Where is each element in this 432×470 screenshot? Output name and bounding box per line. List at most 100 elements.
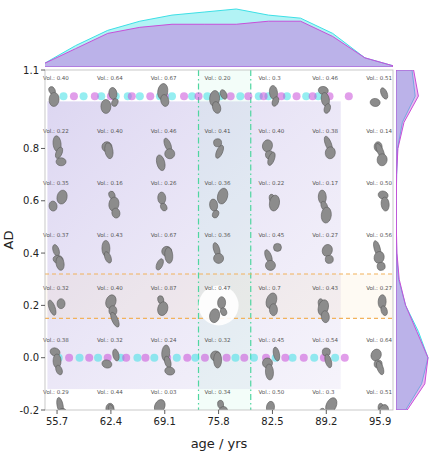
x-axis-title: age / yrs: [191, 436, 248, 451]
volume-label: Vol.: 0.44: [97, 389, 123, 395]
highlight: [199, 285, 239, 325]
point: [70, 92, 78, 100]
brain-render: [372, 240, 386, 271]
volume-label: Vol.: 0.43: [97, 232, 123, 238]
density-top: [45, 21, 393, 67]
brain-blob: [214, 144, 225, 159]
volume-label: Vol.: 0.3: [258, 75, 281, 81]
point: [180, 92, 188, 100]
point: [59, 92, 67, 100]
volume-label: Vol.: 0.45: [258, 232, 284, 238]
brain-blob: [54, 364, 63, 376]
brain-render: [378, 294, 389, 316]
volume-label: Vol.: 0.40: [258, 128, 284, 134]
brain-blob: [104, 142, 115, 159]
y-tick: [41, 305, 45, 306]
brain-render: [157, 83, 170, 107]
brain-render: [104, 293, 121, 328]
x-band: [199, 70, 251, 410]
brain-blob: [379, 87, 389, 100]
x-tick: [110, 410, 111, 414]
point: [240, 354, 248, 362]
brain-blob: [49, 92, 60, 107]
brain-render: [376, 403, 391, 410]
brain-blob: [321, 310, 330, 323]
brain-render: [266, 401, 277, 410]
brain-blob: [380, 197, 389, 212]
point: [201, 354, 209, 362]
brain-render: [47, 299, 66, 317]
volume-label: Vol.: 0.32: [205, 337, 231, 343]
y-tick: [41, 148, 45, 149]
brain-blob: [156, 301, 169, 317]
volume-label: Vol.: 0.32: [43, 285, 69, 291]
point: [128, 92, 136, 100]
volume-labels: Vol.: 0.40Vol.: 0.64Vol.: 0.67Vol.: 0.20…: [43, 75, 392, 395]
x-tick: [164, 410, 165, 414]
brain-render: [49, 347, 64, 376]
x-tick-label: 62.4: [100, 416, 122, 427]
brain-blob: [266, 401, 275, 410]
brain-blob: [377, 262, 386, 271]
volume-label: Vol.: 0.40: [43, 75, 69, 81]
y-band-line: [45, 273, 393, 274]
volume-label: Vol.: 0.47: [205, 285, 231, 291]
point: [260, 92, 268, 100]
brain-render: [105, 403, 120, 410]
volume-label: Vol.: 0.64: [366, 337, 392, 343]
brain-render: [157, 192, 168, 212]
brain-blob: [164, 366, 175, 376]
point: [191, 354, 199, 362]
brain-blob: [377, 153, 388, 166]
brain-blob: [51, 244, 60, 257]
point: [281, 354, 289, 362]
brain-render: [377, 190, 390, 212]
brain-blob: [155, 258, 165, 271]
brain-blob: [321, 243, 334, 257]
volume-label: Vol.: 0.38: [312, 128, 338, 134]
brain-render: [208, 297, 227, 324]
brain-blob: [112, 348, 121, 361]
brain-render: [263, 243, 281, 271]
brain-blob: [103, 251, 113, 264]
point: [65, 354, 73, 362]
brain-render: [209, 350, 222, 368]
point: [173, 354, 181, 362]
point: [94, 354, 102, 362]
point: [289, 354, 297, 362]
brain-blob: [272, 347, 281, 362]
volume-label: Vol.: 0.56: [366, 232, 392, 238]
brain-blob: [323, 353, 333, 368]
chart: Vol.: 0.40Vol.: 0.64Vol.: 0.67Vol.: 0.20…: [0, 0, 432, 470]
brain-blob: [273, 243, 281, 251]
volume-label: Vol.: 0.38: [43, 337, 69, 343]
brain-render: [261, 347, 281, 381]
y-tick-label: 0.2: [23, 300, 39, 311]
brain-blob: [268, 194, 281, 211]
brain-blob: [159, 202, 168, 212]
density-top: [45, 9, 393, 67]
volume-label: Vol.: 0.46: [151, 128, 177, 134]
volume-label: Vol.: 0.17: [312, 180, 338, 186]
point: [300, 354, 308, 362]
volume-label: Vol.: 0.27: [366, 285, 392, 291]
brain-render: [269, 85, 280, 107]
brain-blob: [375, 360, 385, 375]
brain-blob: [217, 297, 225, 309]
brain-render: [101, 348, 120, 369]
point: [227, 92, 235, 100]
brain-blob: [216, 187, 230, 205]
volume-label: Vol.: 0.51: [366, 75, 392, 81]
brain-render: [268, 193, 281, 211]
brain-render: [209, 400, 229, 410]
brain-render: [370, 87, 389, 107]
brain-render: [55, 397, 68, 410]
volume-label: Vol.: 0.67: [151, 232, 177, 238]
volume-label: Vol.: 0.7: [258, 285, 281, 291]
brain-blob: [55, 256, 65, 271]
y-tick: [41, 357, 45, 358]
x-tick-label: 55.7: [46, 416, 68, 427]
volume-label: Vol.: 0.36: [205, 180, 231, 186]
x-tick-label: 95.9: [369, 416, 391, 427]
brain-blob: [157, 192, 166, 204]
